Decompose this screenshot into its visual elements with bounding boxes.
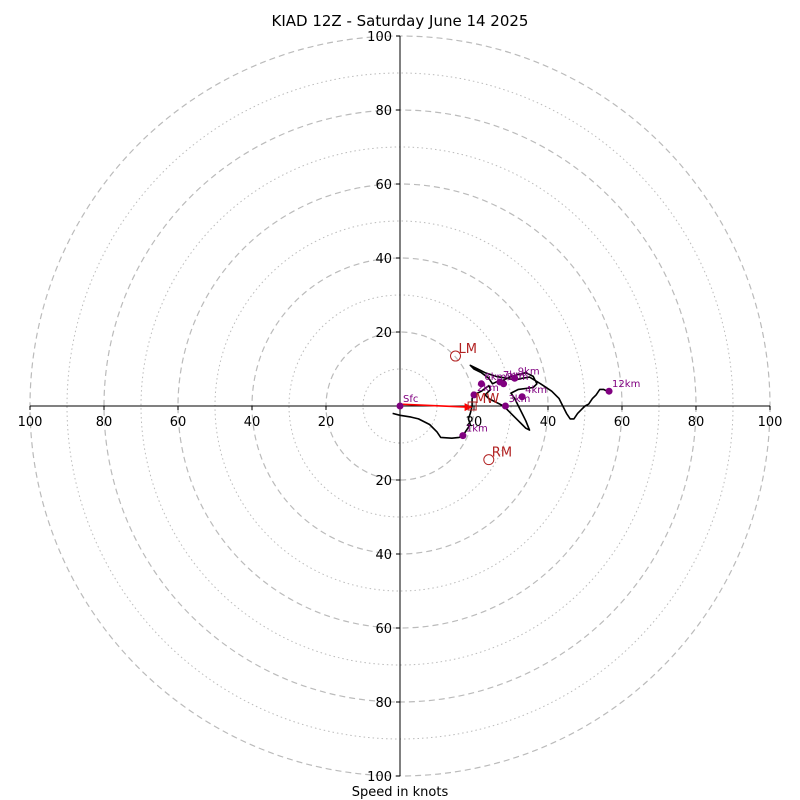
y-tick-label: 100 bbox=[367, 30, 392, 45]
x-axis-label: Speed in knots bbox=[352, 785, 449, 800]
x-tick-label: 20 bbox=[318, 415, 335, 430]
height-point-4km bbox=[518, 393, 526, 401]
x-tick-label: 80 bbox=[96, 415, 113, 430]
motion-marker-MW bbox=[467, 401, 477, 411]
height-point-6km bbox=[477, 380, 485, 388]
y-tick-label: 40 bbox=[375, 548, 392, 563]
height-point-8km bbox=[500, 380, 508, 388]
x-tick-label: 100 bbox=[758, 415, 783, 430]
motion-marker-RM bbox=[483, 454, 495, 466]
height-point-9km bbox=[511, 374, 519, 382]
x-tick-label: 80 bbox=[688, 415, 705, 430]
tick-labels: 2020202040404040606060608080808010010010… bbox=[18, 30, 783, 785]
height-point-Sfc bbox=[396, 402, 404, 410]
y-tick-label: 20 bbox=[375, 474, 392, 489]
y-tick-label: 20 bbox=[375, 326, 392, 341]
motion-label-MW: MW bbox=[475, 392, 499, 407]
y-tick-label: 80 bbox=[375, 696, 392, 711]
y-tick-label: 100 bbox=[367, 770, 392, 785]
x-tick-label: 60 bbox=[614, 415, 631, 430]
height-label-2km: 2km bbox=[477, 383, 499, 394]
height-label-4km: 4km bbox=[525, 385, 547, 396]
storm-motion-markers: LM RM MW bbox=[450, 342, 512, 466]
height-point-3km bbox=[501, 402, 509, 410]
height-label-12km: 12km bbox=[612, 379, 640, 390]
y-tick-label: 60 bbox=[375, 178, 392, 193]
height-label-6km: 6km bbox=[484, 372, 506, 383]
height-point-12km bbox=[605, 387, 613, 395]
height-point-1km bbox=[459, 432, 467, 440]
height-markers: Sfc1km2km3km4km6km7km8km9km12km bbox=[396, 366, 640, 440]
height-label-3km: 3km bbox=[508, 394, 530, 405]
y-tick-label: 60 bbox=[375, 622, 392, 637]
height-label-1km: 1km bbox=[466, 424, 488, 435]
y-tick-label: 80 bbox=[375, 104, 392, 119]
shear-vector-line bbox=[399, 403, 467, 408]
height-label-9km: 9km bbox=[518, 366, 540, 377]
y-tick-label: 40 bbox=[375, 252, 392, 267]
chart-title: KIAD 12Z - Saturday June 14 2025 bbox=[272, 12, 529, 30]
x-tick-label: 60 bbox=[170, 415, 187, 430]
height-label-Sfc: Sfc bbox=[403, 394, 418, 405]
hodograph-line bbox=[392, 364, 608, 440]
x-tick-label: 40 bbox=[540, 415, 557, 430]
motion-label-LM: LM bbox=[459, 342, 477, 357]
motion-marker-LM bbox=[450, 350, 461, 362]
height-point-2km bbox=[470, 391, 478, 399]
x-tick-label: 40 bbox=[244, 415, 261, 430]
hodograph-trace bbox=[392, 364, 608, 440]
motion-label-RM: RM bbox=[492, 446, 512, 461]
x-tick-label: 100 bbox=[18, 415, 43, 430]
